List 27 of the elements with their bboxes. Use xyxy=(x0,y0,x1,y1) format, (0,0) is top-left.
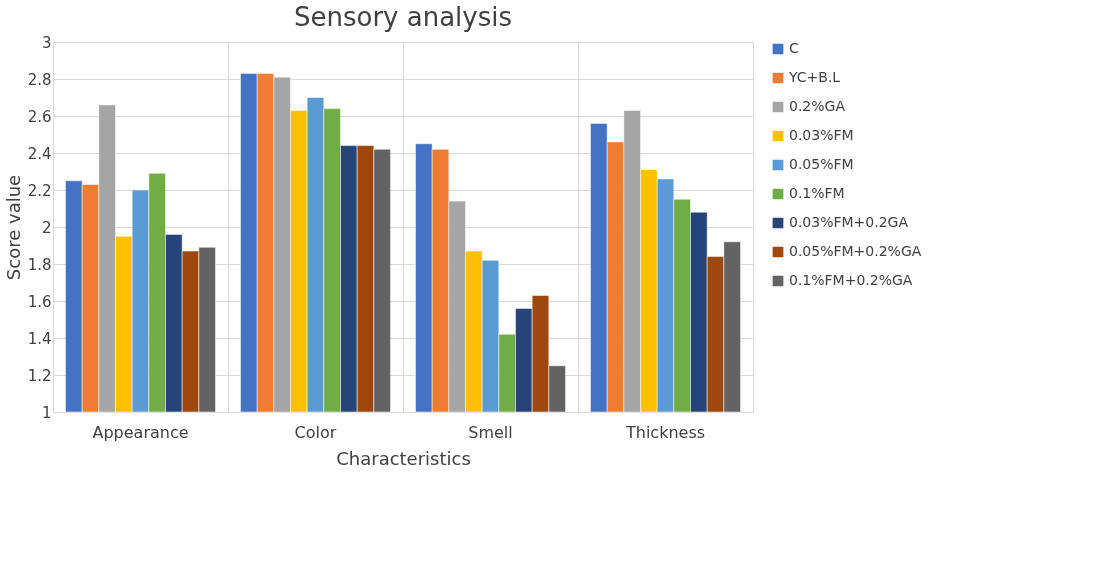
y-tick-label: 1.4 xyxy=(27,329,52,348)
y-axis-title: Score value xyxy=(2,174,24,281)
x-tick-label: Appearance xyxy=(92,422,189,442)
y-tick-label: 2.8 xyxy=(27,70,52,89)
chart-title: Sensory analysis xyxy=(293,2,513,32)
legend-label: 0.2%GA xyxy=(789,98,846,114)
x-tick-label: Color xyxy=(294,422,337,442)
y-tick-label: 2.4 xyxy=(27,144,52,163)
legend-label: C xyxy=(789,40,799,56)
legend-label: 0.03%FM+0.2GA xyxy=(789,214,909,230)
y-tick-label: 2.2 xyxy=(27,181,52,200)
y-tick-label: 2 xyxy=(41,218,52,237)
legend-label: 0.1%FM xyxy=(789,185,845,201)
legend-label: YC+B.L xyxy=(788,69,841,85)
legend-label: 0.05%FM+0.2%GA xyxy=(789,243,922,259)
legend-label: 0.1%FM+0.2%GA xyxy=(789,272,913,288)
y-tick-label: 1 xyxy=(41,403,52,422)
y-tick-label: 2.6 xyxy=(27,107,52,126)
legend-label: 0.03%FM xyxy=(789,127,854,143)
x-axis-title: Characteristics xyxy=(336,447,471,469)
y-tick-label: 3 xyxy=(41,33,52,52)
x-tick-label: Smell xyxy=(468,422,513,442)
y-tick-label: 1.8 xyxy=(27,255,52,274)
x-tick-label: Thickness xyxy=(624,422,706,442)
legend-label: 0.05%FM xyxy=(789,156,854,172)
y-tick-label: 1.2 xyxy=(27,366,52,385)
y-tick-label: 1.6 xyxy=(27,292,52,311)
